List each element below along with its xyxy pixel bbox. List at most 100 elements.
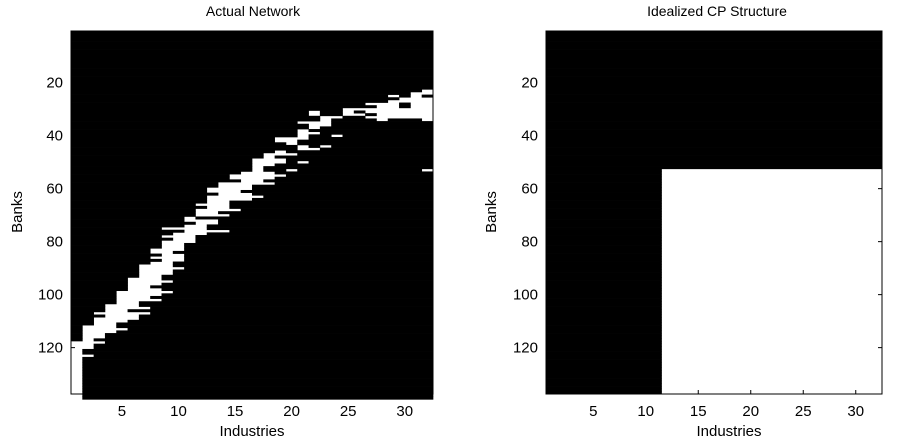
heatmap-cell: [546, 285, 662, 289]
heatmap-cell: [319, 110, 343, 114]
heatmap-cell: [71, 269, 140, 273]
heatmap-cell: [150, 285, 434, 289]
heatmap-cell: [546, 99, 883, 103]
heatmap-cell: [546, 319, 662, 323]
heatmap-cell: [71, 134, 298, 138]
heatmap-cell: [331, 123, 434, 127]
heatmap-cell: [71, 144, 298, 148]
heatmap-cell: [71, 333, 83, 337]
heatmap-cell: [161, 293, 434, 297]
heatmap-cell: [71, 139, 275, 143]
heatmap-cell: [240, 189, 434, 193]
heatmap-cell: [546, 49, 883, 53]
heatmap-cell: [319, 113, 343, 117]
heatmap-cell: [82, 391, 434, 395]
heatmap-cell: [71, 330, 83, 334]
heatmap-cell: [546, 205, 662, 209]
heatmap-cell: [546, 327, 662, 331]
heatmap-cell: [71, 338, 83, 342]
heatmap-cell: [82, 370, 434, 374]
heatmap-cell: [82, 364, 434, 368]
heatmap-cell: [546, 282, 662, 286]
heatmap-cell: [546, 280, 662, 284]
heatmap-cell: [331, 121, 434, 125]
heatmap-cell: [546, 121, 883, 125]
heatmap-cell: [71, 76, 434, 80]
heatmap-cell: [71, 184, 219, 188]
heatmap-cell: [546, 237, 662, 241]
heatmap-cell: [546, 272, 662, 276]
heatmap-cell: [263, 168, 287, 172]
heatmap-cell: [546, 46, 883, 50]
heatmap-cell: [82, 348, 434, 352]
heatmap-cell: [218, 211, 434, 215]
heatmap-cell: [546, 298, 662, 302]
y-axis-label: Banks: [9, 191, 26, 233]
heatmap-cell: [71, 298, 117, 302]
heatmap-cell: [71, 282, 128, 286]
heatmap-cell: [82, 372, 434, 376]
heatmap-cell: [71, 168, 253, 172]
heatmap-cell: [546, 348, 662, 352]
heatmap-cell: [546, 303, 662, 307]
heatmap-cell: [71, 277, 128, 281]
y-axis-label: Banks: [483, 191, 500, 233]
heatmap-cell: [546, 242, 662, 246]
heatmap-cell: [71, 81, 434, 85]
heatmap-cell: [71, 163, 253, 167]
heatmap-cell: [71, 83, 434, 87]
y-tick-label: 120: [38, 340, 63, 357]
heatmap-cell: [546, 38, 883, 42]
heatmap-cell: [546, 174, 662, 178]
panel-actual-network: Actual Network 5 10 15 20 25 30 20 40 60 80 100 120…: [9, 3, 434, 440]
heatmap-cell: [71, 311, 94, 315]
heatmap-cell: [331, 144, 434, 148]
heatmap-cell: [82, 378, 434, 382]
heatmap-cell: [93, 354, 434, 358]
heatmap-cell: [546, 179, 662, 183]
heatmap-cell: [546, 325, 662, 329]
heatmap-cell: [82, 380, 434, 384]
heatmap-cell: [150, 306, 434, 310]
heatmap-cell: [546, 150, 883, 154]
heatmap-cell: [546, 89, 883, 93]
heatmap-cell: [546, 73, 883, 77]
heatmap-cell: [546, 147, 883, 151]
heatmap-cell: [71, 102, 366, 106]
heatmap-cell: [71, 197, 208, 201]
heatmap-cell: [71, 306, 106, 310]
x-tick-label: 25: [340, 403, 357, 420]
heatmap-cell: [71, 285, 128, 289]
heatmap-cell: [546, 335, 662, 339]
heatmap-cell: [71, 57, 434, 61]
y-tick-label: 60: [46, 181, 63, 198]
x-tick-label: 5: [589, 403, 597, 420]
heatmap-cell: [218, 221, 434, 225]
heatmap-cell: [274, 171, 434, 175]
heatmap-cell: [71, 242, 162, 246]
heatmap-cell: [546, 235, 662, 239]
heatmap-cell: [71, 52, 434, 56]
heatmap-cell: [546, 97, 883, 101]
heatmap-cell: [127, 309, 434, 313]
heatmap-cell: [71, 266, 140, 270]
heatmap-cell: [387, 118, 423, 122]
heatmap-cell: [71, 115, 321, 119]
heatmap-cell: [546, 195, 662, 199]
heatmap-cell: [71, 129, 298, 133]
x-tick-label: 10: [637, 403, 654, 420]
heatmap-cell: [82, 394, 434, 397]
heatmap-cell: [195, 240, 434, 244]
heatmap-cell: [71, 126, 309, 130]
heatmap-cell: [546, 44, 883, 48]
heatmap-cell: [546, 168, 662, 172]
heatmap-cell: [546, 83, 883, 87]
x-tick-label: 30: [396, 403, 413, 420]
heatmap-cell: [127, 327, 434, 331]
y-tick-label: 20: [46, 75, 63, 92]
heatmap-cell: [104, 341, 434, 345]
heatmap-cell: [546, 105, 883, 109]
heatmap-cell: [546, 31, 883, 34]
heatmap-cell: [71, 293, 117, 297]
